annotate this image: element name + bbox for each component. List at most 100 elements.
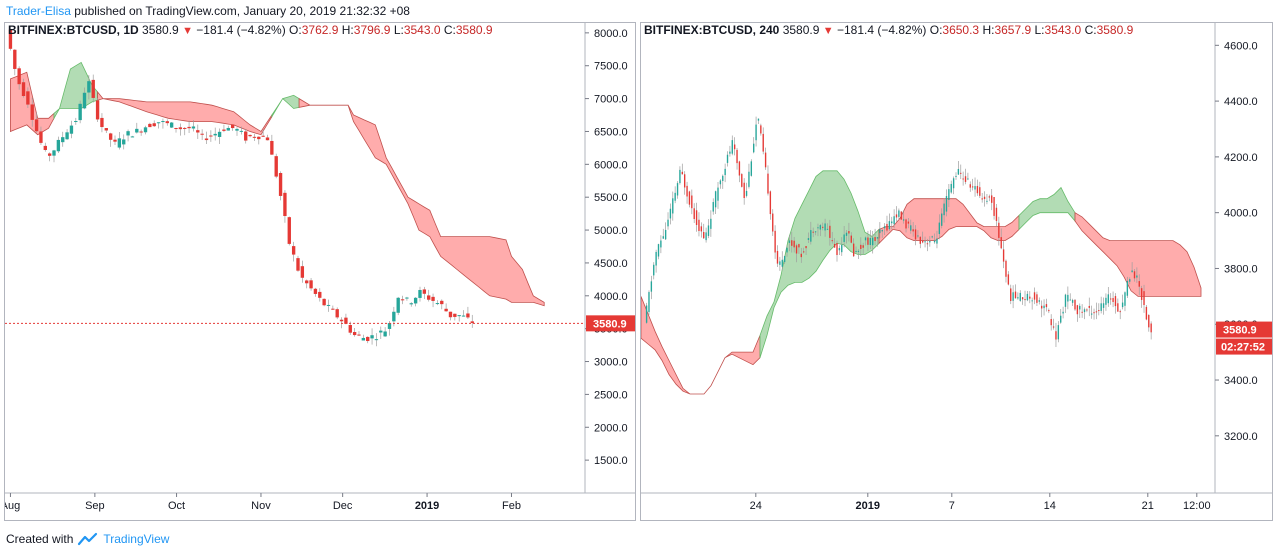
bearish-candle — [1007, 274, 1010, 285]
bearish-candle — [1074, 299, 1076, 310]
bullish-candle — [841, 244, 843, 253]
tradingview-brand-link[interactable]: TradingView — [103, 532, 170, 546]
y-tick-label: 7000.0 — [594, 94, 628, 106]
bullish-candle — [326, 304, 331, 306]
bullish-candle — [679, 169, 681, 184]
bullish-candle — [78, 103, 82, 121]
close-value: 3580.9 — [455, 23, 493, 37]
bearish-candle — [148, 123, 152, 128]
x-tick-label: 7 — [949, 500, 955, 512]
bearish-candle — [921, 240, 924, 243]
bearish-candle — [283, 192, 287, 217]
bullish-candle — [657, 244, 660, 257]
bullish-candle — [213, 133, 217, 136]
bearish-candle — [960, 172, 962, 174]
bearish-candle — [833, 243, 836, 248]
bullish-cloud-area — [1018, 186, 1076, 231]
bullish-candle — [169, 122, 174, 128]
bullish-candle — [826, 228, 829, 230]
bullish-candle — [156, 122, 161, 124]
bearish-candle — [1093, 312, 1095, 314]
bullish-candle — [457, 315, 461, 317]
bullish-candle — [161, 121, 165, 123]
last-price-badge — [1216, 321, 1272, 338]
bearish-candle — [230, 124, 235, 129]
bullish-candle — [705, 232, 707, 241]
bullish-candle — [130, 136, 135, 138]
bullish-candle — [1012, 292, 1014, 301]
chart-panel-daily[interactable]: BITFINEX:BTCUSD, 1D 3580.9 ▼ −181.4 (−4.… — [4, 22, 636, 521]
bullish-candle — [1067, 294, 1069, 302]
bullish-candle — [672, 198, 674, 214]
bullish-candle — [814, 231, 817, 233]
bullish-candle — [955, 175, 957, 177]
bearish-candle — [793, 240, 795, 248]
bearish-candle — [1052, 326, 1055, 328]
bullish-candle — [1038, 300, 1040, 302]
bearish-candle — [867, 237, 869, 245]
bullish-candle — [1126, 280, 1129, 296]
bullish-candle — [941, 213, 943, 226]
bullish-candle — [843, 234, 845, 242]
bearish-candle — [993, 197, 995, 216]
4h-chart-canvas[interactable]: 3200.03400.03600.03800.04000.04200.04400… — [641, 23, 1272, 520]
bullish-candle — [667, 219, 669, 227]
author-link[interactable]: Trader-Elisa — [6, 4, 71, 18]
y-tick-label: 2000.0 — [594, 422, 628, 434]
bearish-candle — [1140, 288, 1143, 300]
bullish-candle — [1043, 305, 1045, 309]
bearish-candle — [1076, 305, 1079, 315]
bullish-candle — [1107, 294, 1110, 304]
bearish-candle — [988, 196, 991, 198]
bullish-candle — [824, 223, 826, 231]
bearish-candle — [762, 133, 764, 152]
bullish-candle — [757, 118, 760, 121]
bearish-candle — [681, 171, 683, 175]
x-tick-label: 2019 — [856, 500, 880, 512]
y-tick-label: 5000.0 — [594, 225, 628, 237]
bearish-candle — [962, 178, 964, 180]
bearish-candle — [874, 237, 876, 242]
bearish-candle — [1000, 237, 1002, 249]
bullish-candle — [712, 202, 714, 212]
bullish-candle — [405, 297, 409, 299]
bullish-candle — [1019, 292, 1021, 301]
bullish-candle — [1124, 292, 1126, 306]
bullish-candle — [655, 251, 657, 266]
bullish-candle — [1069, 299, 1071, 301]
low-label: L: — [1034, 23, 1045, 37]
bullish-candle — [745, 190, 748, 196]
bullish-candle — [910, 225, 912, 231]
bearish-candle — [305, 280, 309, 284]
bearish-candle — [204, 138, 209, 141]
bullish-candle — [807, 238, 810, 240]
bearish-candle — [919, 236, 921, 244]
bearish-candle — [998, 222, 1000, 238]
bullish-candle — [722, 175, 724, 181]
bullish-candle — [938, 222, 941, 234]
bearish-candle — [738, 161, 741, 176]
bullish-candle — [950, 183, 952, 193]
bearish-candle — [1014, 291, 1017, 299]
chart-legend: BITFINEX:BTCUSD, 240 3580.9 ▼ −181.4 (−4… — [644, 23, 1133, 37]
last-price-badge — [586, 315, 635, 332]
bearish-candle — [366, 336, 370, 342]
bullish-candle — [724, 168, 726, 176]
bullish-candle — [719, 180, 722, 185]
bullish-candle — [648, 292, 650, 313]
bearish-candle — [795, 245, 798, 254]
bullish-candle — [707, 225, 710, 236]
high-label: H: — [341, 23, 354, 37]
chart-panel-4h[interactable]: BITFINEX:BTCUSD, 240 3580.9 ▼ −181.4 (−4… — [640, 22, 1273, 521]
bullish-candle — [869, 238, 872, 245]
bearish-candle — [969, 184, 971, 188]
bullish-candle — [1100, 303, 1102, 311]
bearish-candle — [270, 140, 274, 155]
bearish-candle — [822, 226, 824, 228]
bullish-candle — [1121, 302, 1124, 308]
daily-chart-canvas[interactable]: 1500.02000.02500.03000.03500.04000.04500… — [5, 23, 635, 520]
bearish-candle — [1133, 271, 1136, 279]
bullish-candle — [933, 240, 936, 243]
bullish-candle — [1057, 325, 1060, 340]
bullish-candle — [413, 297, 418, 304]
